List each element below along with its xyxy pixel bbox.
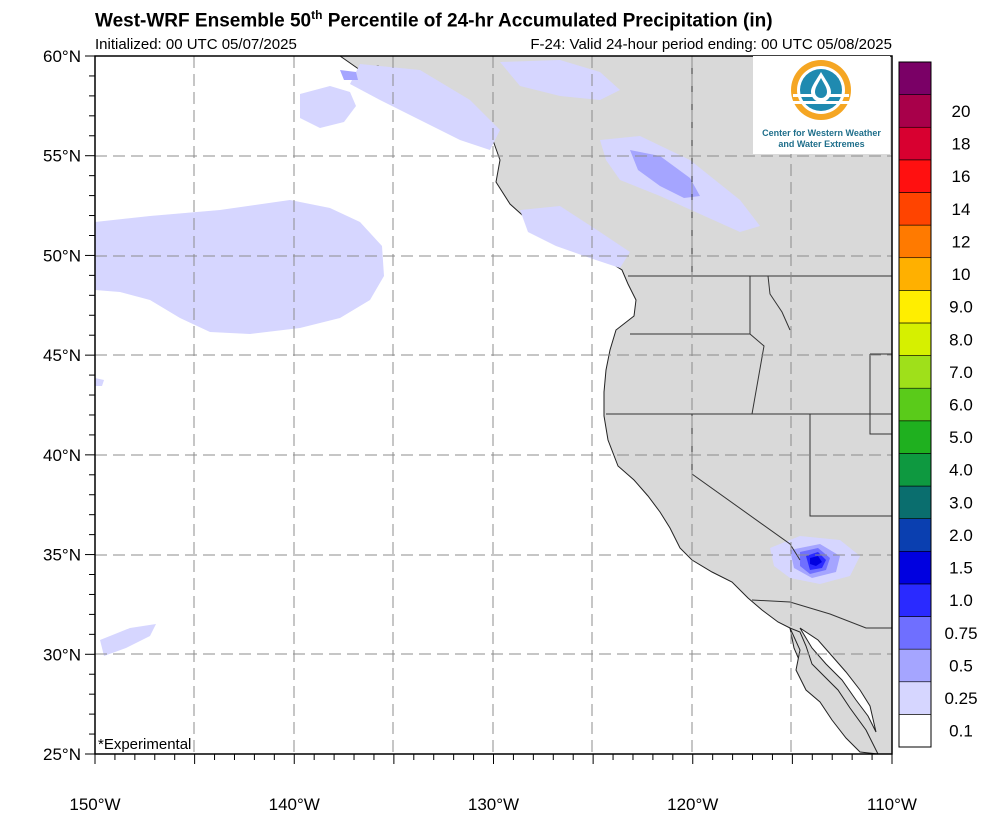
precip-max-area [810,556,822,566]
lat-label: 55°N [43,147,81,166]
colorbar-label: 12 [952,232,971,251]
colorbar-label: 7.0 [949,363,973,382]
colorbar-swatch [898,714,932,748]
colorbar-swatch [898,616,932,650]
colorbar-label: 3.0 [949,493,973,512]
colorbar-swatch [898,257,932,291]
graticule [95,56,892,754]
lon-label: 130°W [468,795,519,814]
colorbar-label: 10 [952,265,971,284]
lon-label: 150°W [69,795,120,814]
lon-label: 120°W [667,795,718,814]
colorbar-label: 5.0 [949,428,973,447]
colorbar-swatch [898,322,932,356]
colorbar: 0.1 0.25 0.5 0.75 1.0 1.5 2.0 3.0 4.0 5.0 6.0 7.0 8.… [898,61,978,748]
colorbar-swatch [898,485,932,519]
colorbar-label: 0.1 [949,722,973,741]
lat-label: 30°N [43,645,81,664]
lat-label: 45°N [43,346,81,365]
colorbar-label: 0.25 [944,689,977,708]
lat-label: 25°N [43,745,81,764]
colorbar-label: 14 [952,200,971,219]
colorbar-swatch [898,387,932,422]
colorbar-label: 20 [952,102,971,121]
colorbar-label: 16 [952,167,971,186]
colorbar-swatch [898,192,932,226]
lat-label: 35°N [43,546,81,565]
colorbar-swatch [898,126,932,161]
latitude-labels: 60°N 55°N 50°N 45°N 40°N 35°N 30°N 25°N [43,47,81,764]
colorbar-label: 0.5 [949,656,973,675]
colorbar-label: 1.0 [949,591,973,610]
colorbar-swatch [898,583,932,617]
initialized-time: Initialized: 00 UTC 05/07/2025 [95,36,297,53]
colorbar-label: 9.0 [949,298,973,317]
longitude-labels: 150°W 140°W 130°W 120°W 110°W [69,795,917,814]
experimental-footnote: *Experimental [98,736,191,753]
colorbar-swatch [898,290,932,324]
logo-caption: Center for Western Weather and Water Ext… [762,128,881,149]
lat-label: 40°N [43,446,81,465]
cw3e-logo: Center for Western Weather and Water Ext… [753,56,890,154]
colorbar-swatch [898,159,932,193]
valid-period: F-24: Valid 24-hour period ending: 00 UT… [530,36,892,53]
colorbar-swatch [898,420,932,454]
drop-sun-icon [791,60,851,120]
colorbar-swatch [898,224,932,259]
colorbar-swatch [898,61,932,95]
colorbar-swatch [898,518,932,552]
lon-label: 140°W [269,795,320,814]
colorbar-label: 4.0 [949,461,973,480]
colorbar-label: 6.0 [949,396,973,415]
colorbar-label: 1.5 [949,559,973,578]
land-baja [789,627,879,754]
lon-label: 110°W [867,795,917,814]
colorbar-label: 18 [952,135,971,154]
colorbar-swatch [898,550,932,585]
colorbar-label: 2.0 [949,526,973,545]
colorbar-swatch [898,648,932,683]
axis-ticks [85,55,893,764]
colorbar-swatch [898,681,932,715]
lat-label: 50°N [43,246,81,265]
colorbar-label: 0.75 [944,624,977,643]
colorbar-label: 8.0 [949,330,973,349]
colorbar-swatch [898,453,932,487]
colorbar-swatch [898,94,932,128]
map-title: West-WRF Ensemble 50th Percentile of 24-… [95,8,773,32]
lat-label: 60°N [43,47,81,66]
colorbar-swatch [898,355,932,389]
